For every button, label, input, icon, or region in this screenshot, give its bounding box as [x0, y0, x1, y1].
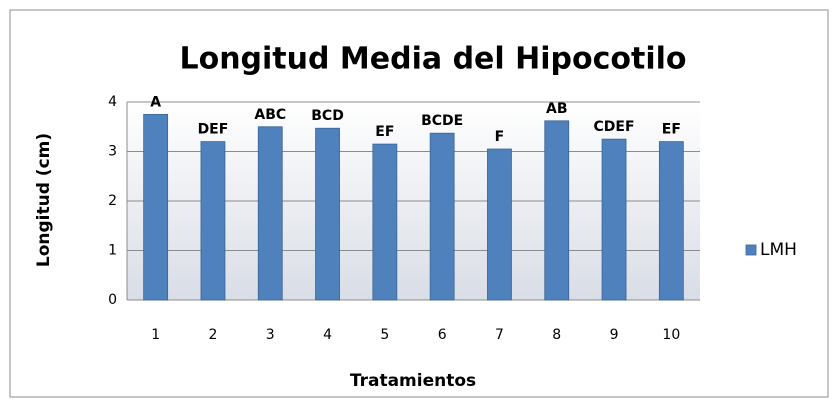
- x-tick-label: 1: [151, 327, 160, 343]
- bar-annotation: DEF: [198, 122, 229, 138]
- bar: [487, 148, 512, 301]
- x-tick-label: 10: [662, 327, 680, 343]
- bar: [372, 143, 398, 301]
- x-tick-label: 9: [610, 327, 619, 343]
- x-tick-label: 8: [552, 327, 561, 343]
- bar: [658, 141, 684, 301]
- bar-annotation: EF: [375, 124, 394, 140]
- bar: [601, 138, 627, 301]
- legend-label: LMH: [760, 240, 797, 260]
- bar-annotation: BCDE: [421, 113, 463, 129]
- bar-annotation: BCD: [311, 108, 344, 124]
- bar-annotation: F: [495, 129, 505, 145]
- x-tick-label: 6: [438, 327, 447, 343]
- x-tick-label: 3: [266, 327, 275, 343]
- chart-title: Longitud Media del Hipocotilo: [179, 42, 686, 77]
- bar-annotation: AB: [546, 101, 568, 117]
- y-tick-label: 1: [108, 243, 117, 259]
- bar: [143, 113, 169, 301]
- x-tick-label: 7: [495, 327, 504, 343]
- x-axis-title: Tratamientos: [350, 371, 476, 391]
- bar: [257, 126, 283, 301]
- bar: [544, 120, 570, 301]
- x-tick-label: 4: [323, 327, 332, 343]
- y-tick-label: 4: [108, 94, 117, 110]
- bar-annotation: EF: [662, 122, 681, 138]
- bar-annotation: A: [150, 94, 161, 110]
- bar: [200, 141, 226, 301]
- y-tick-label: 0: [108, 292, 117, 308]
- y-axis-title: Longitud (cm): [34, 133, 54, 267]
- x-tick-label: 2: [208, 327, 217, 343]
- x-tick-label: 5: [380, 327, 389, 343]
- bar-annotation: CDEF: [594, 119, 635, 135]
- legend-swatch: [745, 244, 757, 256]
- bar: [315, 127, 340, 301]
- bar-annotation: ABC: [254, 107, 286, 123]
- y-tick-label: 3: [108, 144, 117, 160]
- bar: [429, 132, 455, 301]
- y-tick-label: 2: [108, 193, 117, 209]
